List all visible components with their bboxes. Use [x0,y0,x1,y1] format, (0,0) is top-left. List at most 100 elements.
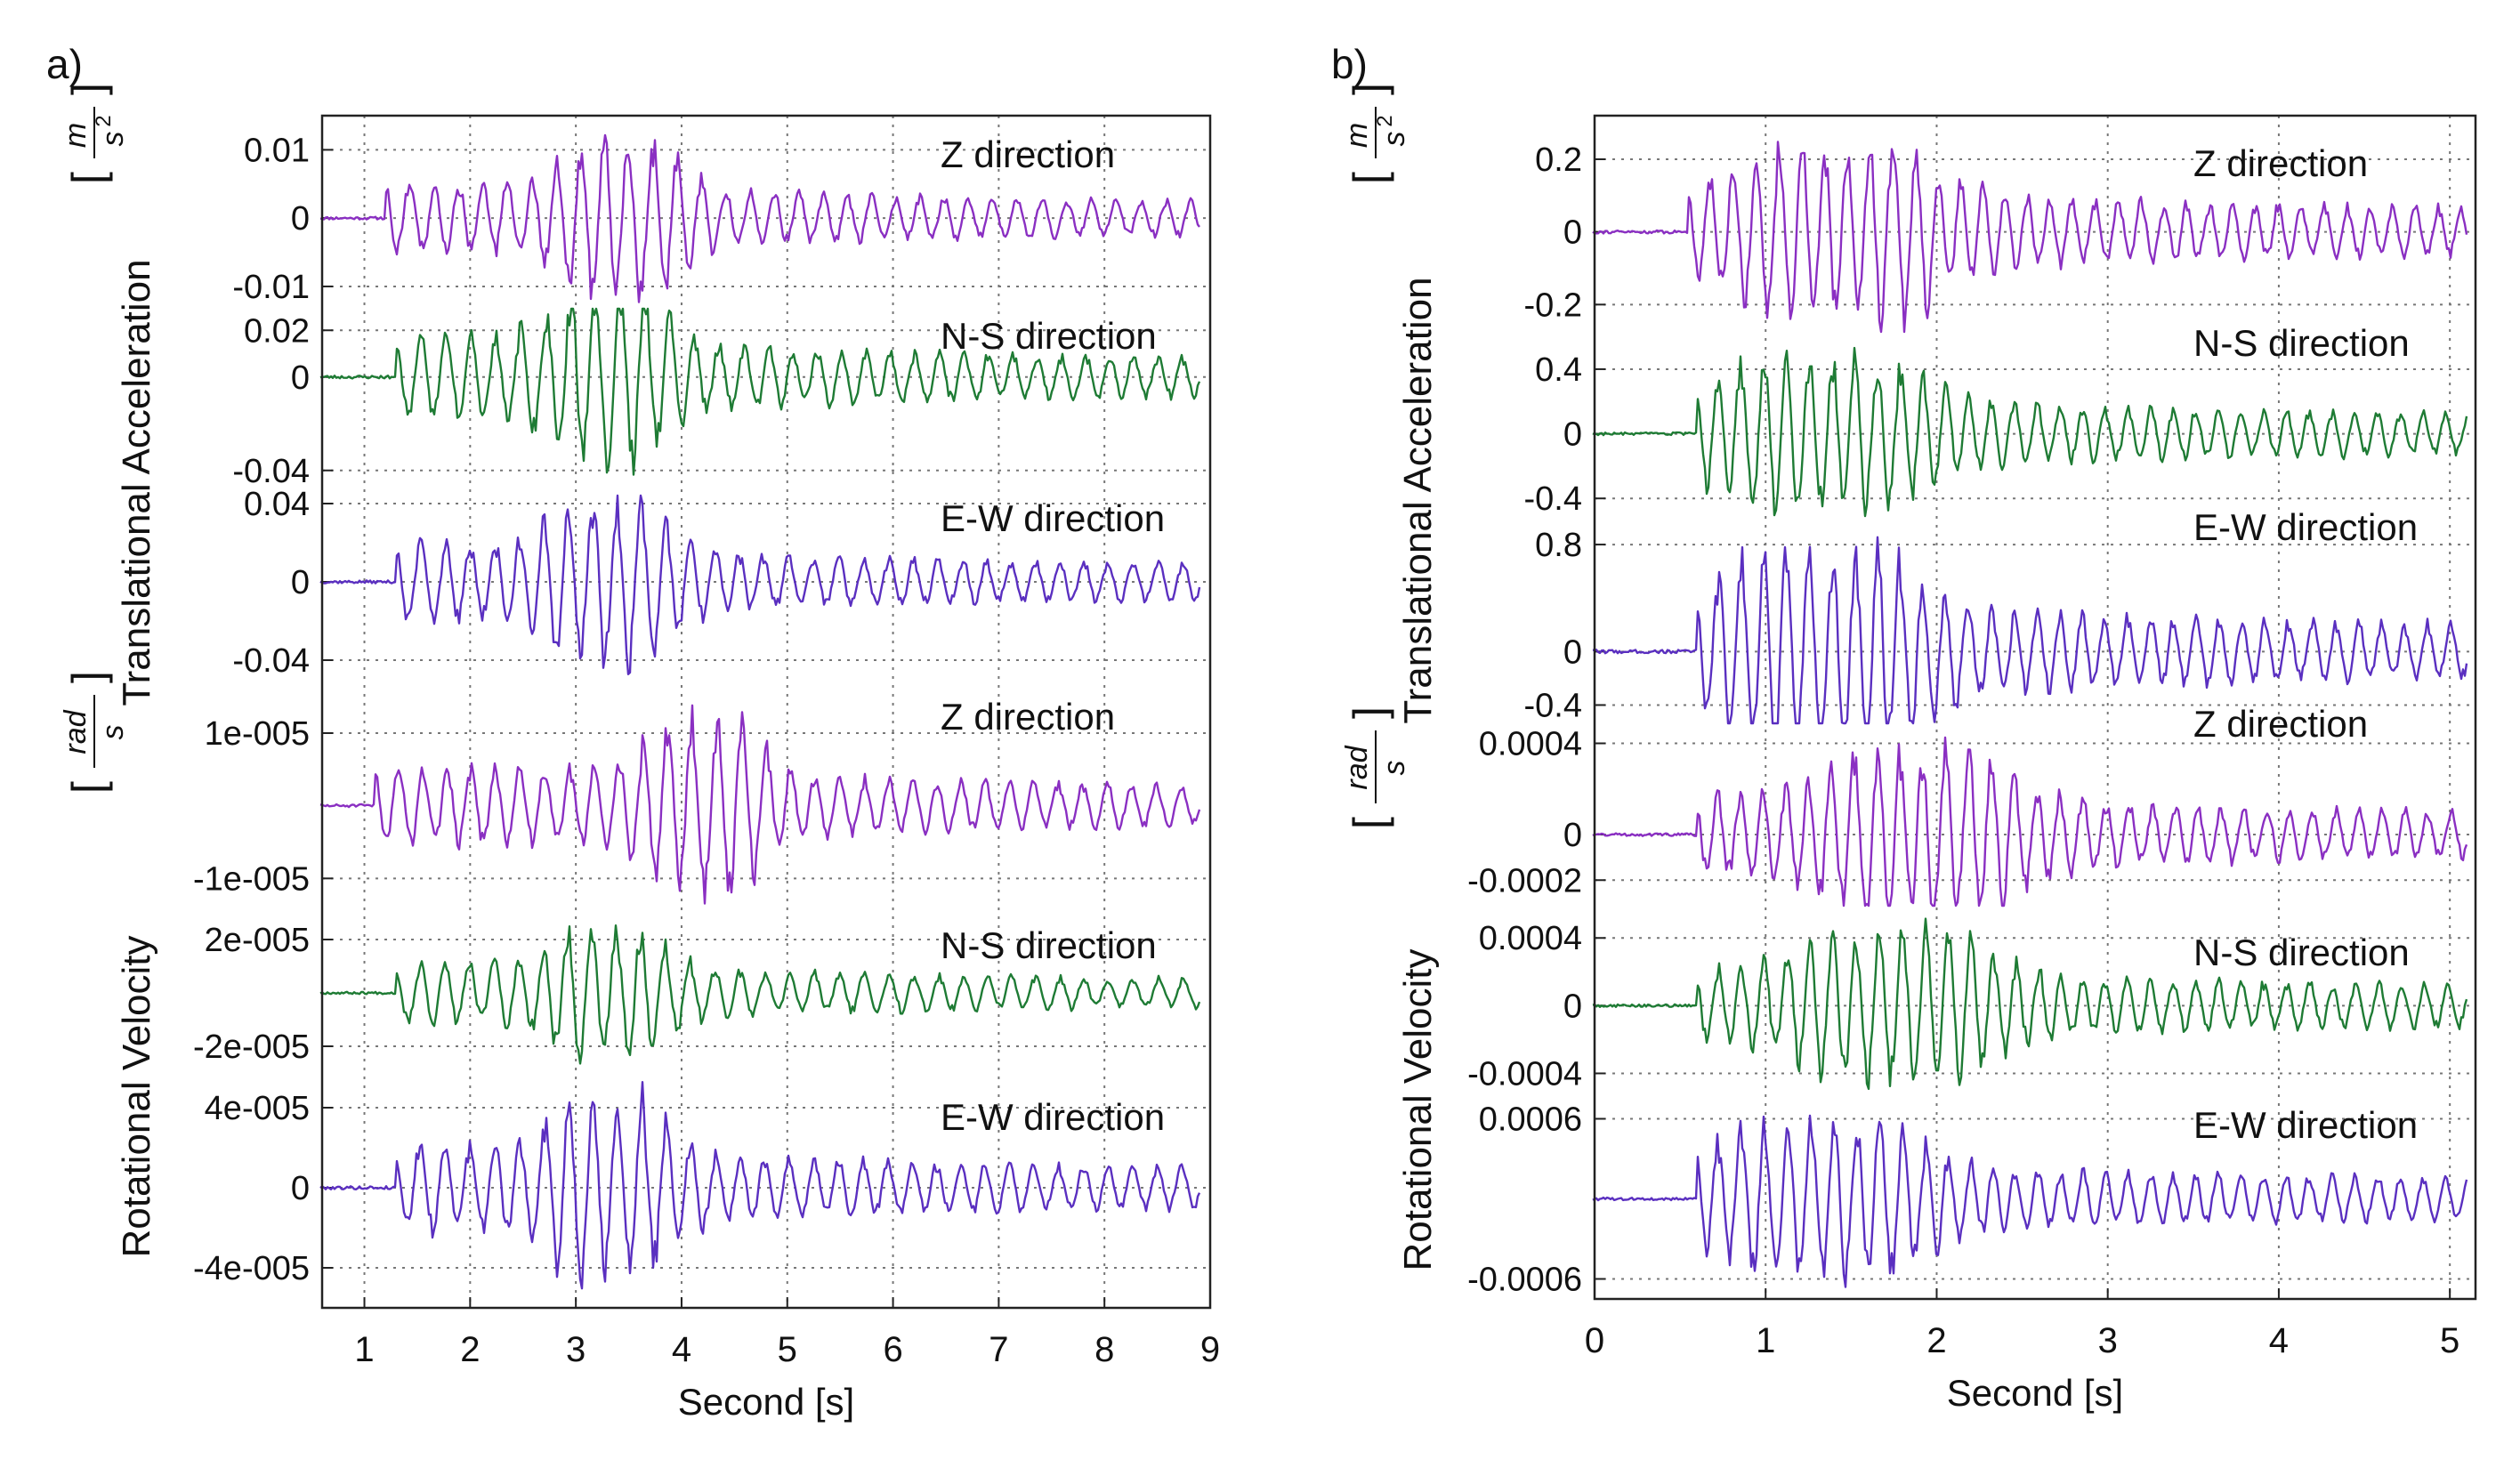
y-tick-label: -0.4 [1524,480,1582,518]
y-tick-label: 0.2 [1535,141,1582,179]
y-tick-label: 0.0004 [1479,726,1582,763]
y-tick-label: -1e-005 [193,860,310,898]
x-tick-label: 2 [460,1330,480,1369]
trace-label: Z direction [2193,703,2368,745]
x-tick-label: 3 [566,1330,586,1369]
y-axis-group-label: Translational Acceleration [115,259,158,706]
x-tick-label: 9 [1200,1330,1220,1369]
y-tick-label: 0 [1563,214,1582,252]
unit-bracket-left: [ [63,172,113,184]
y-axis-group-label: Translational Acceleration [1396,277,1440,723]
x-tick-label: 1 [1756,1321,1775,1360]
y-tick-label: 0 [1563,633,1582,671]
trace-group: 0.04 0 -0.04 E-W direction [232,486,1210,680]
x-tick-label: 3 [2098,1321,2118,1360]
trace-group: 0.01 0 -0.01 Z direction [232,132,1210,306]
signal-trace [1592,536,2468,725]
y-tick-label: 0.4 [1535,351,1582,389]
x-tick-label: 7 [989,1330,1008,1369]
unit-numerator: rad [59,709,93,754]
unit-fraction: [ rad s] [59,671,130,794]
y-tick-label: 4e-005 [205,1090,310,1127]
y-tick-label: 0.01 [244,132,310,169]
trace-label: E-W direction [941,497,1165,539]
unit-bracket-left: [ [1345,817,1394,829]
unit-fraction: [ m s 2] [59,83,130,184]
signal-trace [319,133,1200,303]
y-tick-label: 0.8 [1535,527,1582,564]
unit-bracket-right: ] [1345,83,1394,95]
panel-a: a) 0.01 0 -0.01 Z direction 0.02 0 -0.04 N-S dir… [46,41,1220,1423]
y-tick-label: 1e-005 [205,715,310,753]
y-tick-label: -0.04 [232,642,310,680]
y-tick-label: -4e-005 [193,1250,310,1287]
x-tick-label: 5 [778,1330,797,1369]
y-tick-label: 0 [1563,416,1582,454]
y-tick-label: 0 [291,564,310,601]
trace-group: 2e-005 -2e-005 N-S direction [193,922,1210,1066]
unit-bracket-left: [ [1345,172,1394,184]
y-tick-label: 0.04 [244,486,310,523]
x-tick-label: 5 [2440,1321,2459,1360]
unit-fraction: [ rad s] [1340,706,1411,829]
y-tick-label: 0 [291,359,310,397]
y-tick-label: 0.0004 [1479,920,1582,957]
y-tick-label: 0.0006 [1479,1101,1582,1139]
unit-exponent: 2 [92,115,116,126]
y-tick-label: 0 [291,200,310,238]
trace-label: E-W direction [941,1096,1165,1138]
trace-label: Z direction [941,696,1115,738]
signal-trace [319,307,1201,476]
y-tick-label: -0.4 [1524,687,1582,724]
signal-trace [1592,1114,2468,1288]
x-tick-label: 1 [354,1330,374,1369]
y-tick-label: 0 [1563,988,1582,1025]
y-tick-label: -2e-005 [193,1028,310,1066]
trace-group: 0.0004 0 -0.0002 Z direction [1467,703,2476,907]
unit-denominator: s [96,725,130,740]
unit-denominator: s [1377,761,1411,776]
y-tick-label: -0.01 [232,269,310,306]
y-tick-label: -0.04 [232,453,310,490]
trace-label: N-S direction [941,924,1157,966]
unit-denominator: s [96,132,130,147]
trace-label: E-W direction [2193,506,2418,548]
unit-numerator: rad [1340,745,1374,789]
x-axis-label: Second [s] [678,1381,854,1423]
panel-b: b) 0.2 0 -0.2 Z direction 0.4 0 -0.4 N-S directi… [1331,41,2477,1414]
x-tick-label: 6 [883,1330,902,1369]
signal-trace [1592,736,2468,907]
unit-numerator: m [59,123,93,148]
y-tick-label: 0.02 [244,312,310,350]
signal-trace [319,704,1201,905]
signal-trace [319,494,1201,675]
trace-group: 0.8 0 -0.4 E-W direction [1524,506,2476,724]
y-tick-label: -0.0004 [1467,1055,1582,1093]
unit-bracket-right: ] [1345,706,1394,719]
unit-bracket-right: ] [63,671,113,683]
trace-label: E-W direction [2193,1104,2418,1146]
y-axis-group-label: Rotational Velocity [115,936,158,1258]
y-tick-label: -0.0006 [1467,1262,1582,1299]
unit-numerator: m [1340,123,1374,148]
signal-trace [319,924,1201,1065]
y-tick-label: -0.2 [1524,286,1582,324]
y-axis-group-label: Rotational Velocity [1396,949,1440,1271]
trace-group: 4e-005 0 -4e-005 E-W direction [193,1081,1210,1290]
unit-denominator: s [1377,132,1411,147]
x-tick-label: 4 [2269,1321,2289,1360]
panel-label: a) [46,41,83,87]
y-tick-label: 2e-005 [205,922,310,959]
trace-label: Z direction [941,133,1115,175]
x-axis-label: Second [s] [1947,1372,2123,1414]
trace-group: 0.0006 -0.0006 E-W direction [1467,1101,2476,1299]
y-tick-label: -0.0002 [1467,862,1582,899]
plot-frame [320,114,1212,1310]
unit-bracket-left: [ [63,781,113,794]
x-tick-label: 4 [672,1330,691,1369]
trace-group: 0.02 0 -0.04 N-S direction [232,307,1210,490]
unit-bracket-right: ] [63,83,113,95]
signal-trace [1592,917,2468,1091]
trace-group: 0.0004 0 -0.0004 N-S direction [1467,917,2476,1093]
signal-trace [319,1081,1201,1290]
